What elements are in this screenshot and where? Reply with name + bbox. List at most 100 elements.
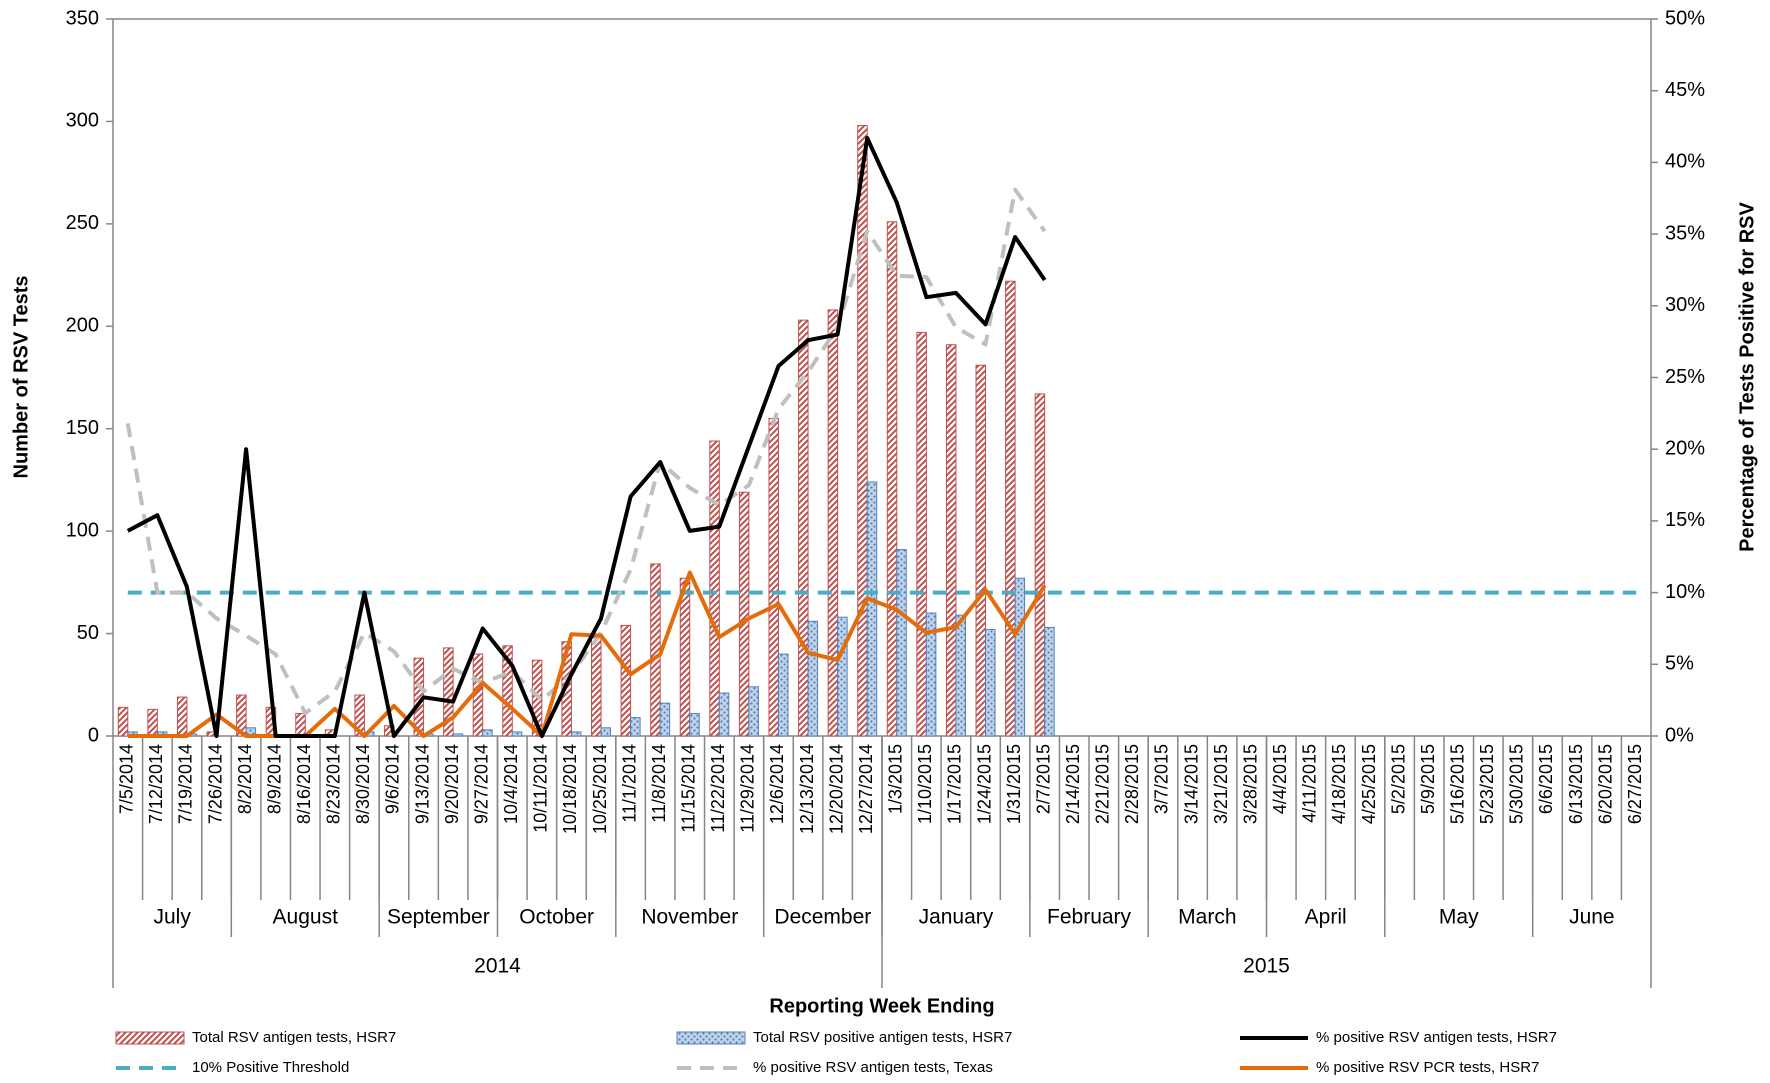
y-tick-label: 100 xyxy=(66,519,99,541)
year-label: 2014 xyxy=(474,955,521,978)
x-tick-label: 10/11/2014 xyxy=(531,744,551,833)
bar xyxy=(452,733,464,737)
bar xyxy=(659,702,671,737)
x-tick-label: 4/25/2015 xyxy=(1359,744,1379,824)
bar xyxy=(777,653,789,737)
x-tick-label: 6/20/2015 xyxy=(1595,744,1615,824)
bar xyxy=(738,491,750,737)
bar xyxy=(236,694,247,737)
x-tick-label: 6/13/2015 xyxy=(1566,744,1586,824)
bar xyxy=(985,628,996,737)
x-tick-label: 1/3/2015 xyxy=(886,744,906,814)
y2-tick-label: 40% xyxy=(1665,151,1705,173)
bar xyxy=(147,708,158,737)
x-tick-label: 8/30/2014 xyxy=(353,744,373,824)
legend-label: % positive RSV antigen tests, Texas xyxy=(753,1059,993,1076)
bar xyxy=(1014,577,1026,737)
y2-tick-label: 0% xyxy=(1665,724,1694,746)
x-tick-label: 5/9/2015 xyxy=(1418,744,1438,814)
x-tick-label: 12/6/2014 xyxy=(767,744,787,824)
bar xyxy=(827,309,839,737)
bar xyxy=(117,706,129,737)
x-tick-label: 4/18/2015 xyxy=(1329,744,1349,824)
x-tick-label: 9/13/2014 xyxy=(412,744,432,824)
bar xyxy=(857,125,868,737)
x-tick-label: 8/2/2014 xyxy=(235,744,255,814)
x-tick-label: 6/27/2015 xyxy=(1625,744,1645,824)
month-label: December xyxy=(774,906,871,929)
x-axis-title: Reporting Week Ending xyxy=(769,995,994,1017)
x-tick-label: 3/21/2015 xyxy=(1211,744,1231,824)
y-tick-label: 250 xyxy=(66,212,99,234)
legend-swatch xyxy=(676,1031,746,1045)
x-tick-label: 1/17/2015 xyxy=(945,744,965,824)
y2-tick-label: 30% xyxy=(1665,294,1705,316)
bar xyxy=(1005,280,1016,737)
y-tick-label: 350 xyxy=(66,7,99,29)
month-label: March xyxy=(1178,906,1236,929)
x-tick-label: 2/7/2015 xyxy=(1033,744,1053,814)
x-tick-label: 10/18/2014 xyxy=(560,744,580,834)
bar xyxy=(482,729,493,737)
month-label: May xyxy=(1439,906,1479,929)
x-tick-label: 3/7/2015 xyxy=(1152,744,1172,814)
y2-tick-label: 15% xyxy=(1665,509,1705,531)
x-tick-label: 5/30/2015 xyxy=(1507,744,1527,824)
bar xyxy=(955,614,966,737)
x-tick-label: 6/6/2015 xyxy=(1536,744,1556,814)
y-tick-label: 300 xyxy=(66,110,99,132)
x-tick-label: 11/15/2014 xyxy=(679,744,699,833)
bar xyxy=(1044,626,1055,737)
y2-tick-label: 10% xyxy=(1665,581,1705,603)
y2-tick-label: 20% xyxy=(1665,437,1705,459)
legend-label: Total RSV positive antigen tests, HSR7 xyxy=(753,1029,1012,1046)
bar xyxy=(689,712,700,737)
bar xyxy=(511,731,523,737)
x-tick-label: 3/14/2015 xyxy=(1181,744,1201,824)
month-label: July xyxy=(153,906,191,929)
bar xyxy=(443,647,454,737)
bar xyxy=(502,645,513,737)
legend-label: % positive RSV antigen tests, HSR7 xyxy=(1316,1029,1557,1046)
bar xyxy=(768,417,779,737)
legend-label: % positive RSV PCR tests, HSR7 xyxy=(1316,1059,1539,1076)
x-tick-label: 12/27/2014 xyxy=(856,744,876,834)
bar xyxy=(886,221,898,737)
x-tick-label: 5/2/2015 xyxy=(1388,744,1408,814)
x-tick-label: 2/21/2015 xyxy=(1093,744,1113,824)
x-tick-label: 11/29/2014 xyxy=(738,744,758,833)
month-label: June xyxy=(1569,906,1615,929)
y2-tick-label: 50% xyxy=(1665,7,1705,29)
bar xyxy=(807,620,819,737)
x-tick-label: 8/9/2014 xyxy=(264,744,284,814)
month-label: January xyxy=(919,906,994,929)
bar xyxy=(620,624,632,737)
month-label: February xyxy=(1047,906,1132,929)
x-tick-label: 7/5/2014 xyxy=(117,744,137,814)
y-tick-label: 200 xyxy=(66,315,99,337)
bar xyxy=(975,364,987,737)
x-tick-label: 11/1/2014 xyxy=(619,744,639,823)
y-tick-label: 50 xyxy=(77,622,99,644)
y2-tick-label: 5% xyxy=(1665,653,1694,675)
bar xyxy=(295,712,306,737)
bar xyxy=(600,727,612,737)
bar xyxy=(748,686,759,737)
x-tick-label: 5/16/2015 xyxy=(1448,744,1468,824)
bar xyxy=(709,440,720,737)
x-tick-label: 9/27/2014 xyxy=(471,744,491,824)
bar xyxy=(679,577,691,737)
legend-label: 10% Positive Threshold xyxy=(192,1059,349,1076)
x-tick-label: 8/23/2014 xyxy=(324,744,344,824)
bar xyxy=(837,616,848,737)
bar xyxy=(561,641,572,737)
x-tick-label: 11/22/2014 xyxy=(708,744,728,833)
x-tick-label: 7/19/2014 xyxy=(176,744,196,824)
month-label: September xyxy=(387,906,490,929)
year-label: 2015 xyxy=(1243,955,1290,978)
bar xyxy=(176,696,188,737)
bar xyxy=(916,331,927,737)
x-tick-label: 9/6/2014 xyxy=(383,744,403,814)
bar xyxy=(591,637,602,737)
